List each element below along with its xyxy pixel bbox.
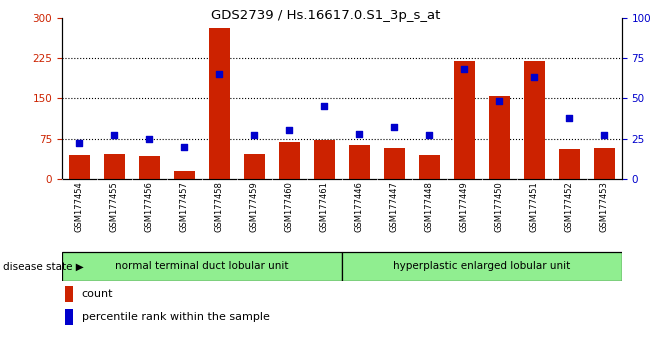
Bar xyxy=(104,154,125,179)
Text: GSM177450: GSM177450 xyxy=(495,181,504,232)
Bar xyxy=(243,154,265,179)
Point xyxy=(284,128,294,133)
Bar xyxy=(454,61,475,179)
Bar xyxy=(69,155,90,179)
Point xyxy=(389,124,400,130)
Bar xyxy=(314,140,335,179)
Bar xyxy=(349,145,370,179)
Text: GSM177461: GSM177461 xyxy=(320,181,329,232)
Point xyxy=(529,74,540,80)
Bar xyxy=(594,148,615,179)
Text: GSM177458: GSM177458 xyxy=(215,181,224,232)
Bar xyxy=(419,155,439,179)
Text: GSM177452: GSM177452 xyxy=(564,181,574,232)
Text: GSM177455: GSM177455 xyxy=(110,181,119,232)
Point xyxy=(249,132,260,138)
Text: GDS2739 / Hs.16617.0.S1_3p_s_at: GDS2739 / Hs.16617.0.S1_3p_s_at xyxy=(211,9,440,22)
Bar xyxy=(383,148,405,179)
Point xyxy=(354,131,365,137)
Text: GSM177446: GSM177446 xyxy=(355,181,364,232)
Text: hyperplastic enlarged lobular unit: hyperplastic enlarged lobular unit xyxy=(393,261,570,272)
Point xyxy=(599,132,609,138)
Point xyxy=(459,67,469,72)
Text: count: count xyxy=(82,289,113,299)
Point xyxy=(494,99,505,104)
Text: GSM177459: GSM177459 xyxy=(250,181,259,232)
Text: GSM177457: GSM177457 xyxy=(180,181,189,232)
Text: GSM177454: GSM177454 xyxy=(75,181,84,232)
Bar xyxy=(139,156,159,179)
Point xyxy=(179,144,189,149)
FancyBboxPatch shape xyxy=(62,252,342,281)
Bar xyxy=(279,142,299,179)
Text: GSM177448: GSM177448 xyxy=(424,181,434,232)
Point xyxy=(74,141,85,146)
Point xyxy=(144,136,154,141)
Bar xyxy=(559,149,579,179)
Bar xyxy=(523,61,545,179)
Text: percentile rank within the sample: percentile rank within the sample xyxy=(82,312,270,322)
Bar xyxy=(489,96,510,179)
Bar xyxy=(174,171,195,179)
Text: GSM177449: GSM177449 xyxy=(460,181,469,232)
Text: GSM177453: GSM177453 xyxy=(600,181,609,232)
Point xyxy=(214,71,225,77)
Bar xyxy=(65,286,73,302)
Text: GSM177456: GSM177456 xyxy=(145,181,154,232)
Bar xyxy=(209,28,230,179)
Text: GSM177447: GSM177447 xyxy=(390,181,399,232)
Text: GSM177451: GSM177451 xyxy=(530,181,539,232)
Point xyxy=(424,132,434,138)
FancyBboxPatch shape xyxy=(342,252,622,281)
Point xyxy=(319,103,329,109)
Point xyxy=(109,132,120,138)
Point xyxy=(564,115,574,120)
Text: GSM177460: GSM177460 xyxy=(284,181,294,232)
Text: disease state ▶: disease state ▶ xyxy=(3,261,84,272)
Text: normal terminal duct lobular unit: normal terminal duct lobular unit xyxy=(115,261,288,272)
Bar xyxy=(65,309,73,325)
